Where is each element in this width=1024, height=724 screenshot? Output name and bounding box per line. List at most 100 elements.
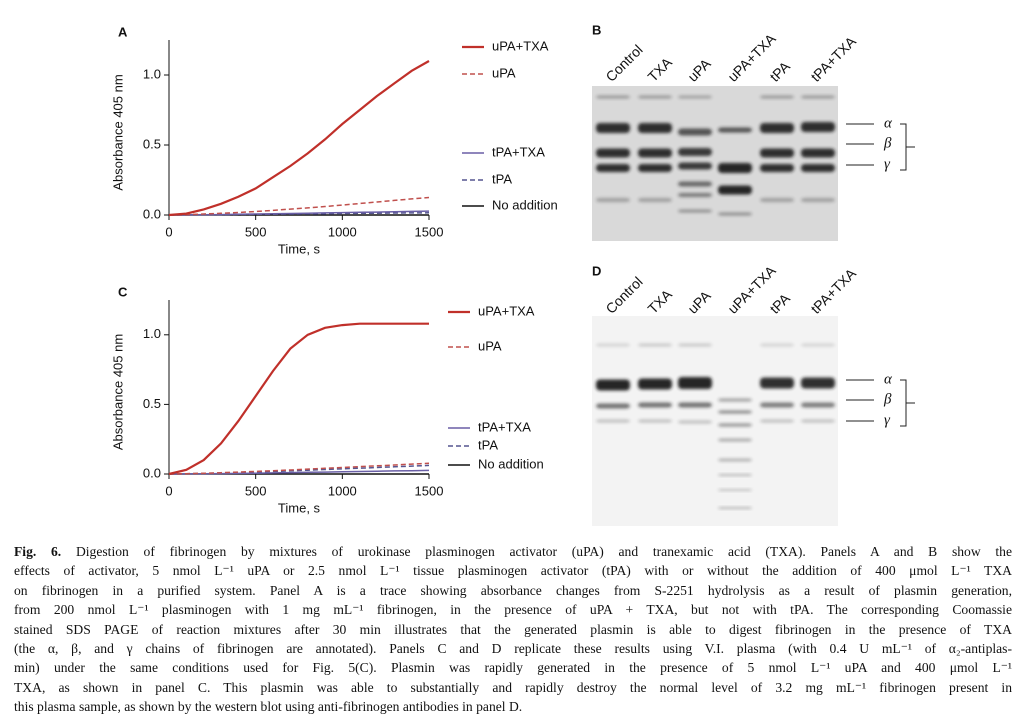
gel-band [638,164,672,172]
gel-band [801,148,835,158]
gel-band [718,127,752,133]
gel-band [801,377,835,389]
caption-line: this plasma sample, as shown by the west… [14,697,1012,716]
lane-label: tPA+TXA [807,33,859,85]
gel-band [718,212,752,216]
gel-band [678,209,712,213]
caption-line: on fibrinogen in a purified system. Pane… [14,581,1012,600]
gel-band [718,185,752,195]
gel-band [801,95,835,99]
gel-band [760,419,794,423]
lane-label: Control [602,42,645,85]
gel-band [760,198,794,202]
gel-band [718,410,752,414]
panel-label: D [592,263,601,278]
gel-band [678,128,712,136]
y-tick-label: 0.5 [143,396,161,411]
gel-band [678,162,712,170]
gel-band [638,343,672,347]
gel-band [718,458,752,462]
gel-band [596,123,630,133]
caption-text: effects of activator, 5 nmol L⁻¹ uPA or … [14,563,1012,579]
gel-band [678,95,712,99]
x-axis-label: Time, s [278,500,321,515]
gel-band [718,423,752,427]
legend-label: tPA [478,437,498,452]
figure: A 0.0 0.5 1.0 0 500 1000 1500 Time, s Absorbance … [110,22,915,526]
legend-label: uPA [492,65,516,80]
panel-label: A [118,24,128,39]
gel-band [638,419,672,423]
lane-label: Control [602,274,645,317]
y-axis-label: Absorbance 405 nm [110,334,125,450]
gel-band [678,148,712,156]
series-line [168,462,430,475]
x-tick-label: 1000 [328,224,357,239]
y-axis-label: Absorbance 405 nm [110,74,125,190]
legend-label: uPA+TXA [478,303,535,318]
y-tick-label: 0.5 [143,136,161,151]
lane-label: TXA [644,54,675,85]
gel-band [718,507,752,509]
gel-band [596,148,630,158]
gel-band [760,164,794,172]
series-line [168,322,429,476]
gel-band [760,123,794,133]
gel-band [678,402,712,408]
gel-band [596,379,630,391]
gel-background [592,316,838,526]
caption-text: this plasma sample, as shown by the west… [14,699,523,715]
gel-band [638,402,672,408]
gel-band [760,377,794,389]
series-line [168,196,430,216]
gel-band [596,198,630,202]
gel-band [760,95,794,99]
caption-text: from 200 nmol L⁻¹ plasminogen with 1 mg … [14,602,1012,618]
gel-band [718,474,752,476]
gel-band [801,402,835,408]
panel-label: B [592,22,601,37]
x-tick-label: 1000 [328,483,357,498]
gel-band [678,343,712,347]
gel-band [801,164,835,172]
chain-bracket [900,379,915,427]
lane-label: uPA [684,55,714,85]
lane-label: TXA [644,286,675,317]
caption-text: (the α, β, and γ chains of fibrinogen ar… [14,640,1012,656]
gel-background [592,86,838,241]
gel-band [596,95,630,99]
panel-label: C [118,284,128,299]
gel-band [801,198,835,202]
legend-label: uPA+TXA [492,38,549,53]
gel-band [596,403,630,409]
gel-band [596,419,630,423]
caption: Fig. 6. Digestion of fibrinogen by mixtu… [14,542,1012,717]
gel-band [801,343,835,347]
legend-label: tPA+TXA [492,144,545,159]
y-tick-label: 1.0 [143,326,161,341]
gel-band [678,181,712,187]
gel-band [638,378,672,390]
gel-band [760,148,794,158]
gel-band [678,377,712,389]
legend-label: uPA [478,338,502,353]
gel-band [638,198,672,202]
gel-band [760,402,794,408]
x-tick-label: 0 [165,483,172,498]
x-tick-label: 1500 [415,483,444,498]
gel-band [718,398,752,402]
chain-label: γ [884,156,891,172]
caption-text: on fibrinogen in a purified system. Pane… [14,582,1012,598]
caption-line: from 200 nmol L⁻¹ plasminogen with 1 mg … [14,600,1012,619]
caption-text: TXA, as shown in panel C. This plasmin w… [14,679,1012,695]
y-tick-label: 0.0 [143,206,161,221]
caption-line: (the α, β, and γ chains of fibrinogen ar… [14,639,1012,658]
caption-line: min) under the same conditions used for … [14,658,1012,677]
x-tick-label: 0 [165,224,172,239]
chain-label: α [884,115,893,131]
gel-band [596,164,630,172]
lane-label: tPA+TXA [807,265,859,317]
y-tick-label: 0.0 [143,465,161,480]
series-line [168,210,430,216]
